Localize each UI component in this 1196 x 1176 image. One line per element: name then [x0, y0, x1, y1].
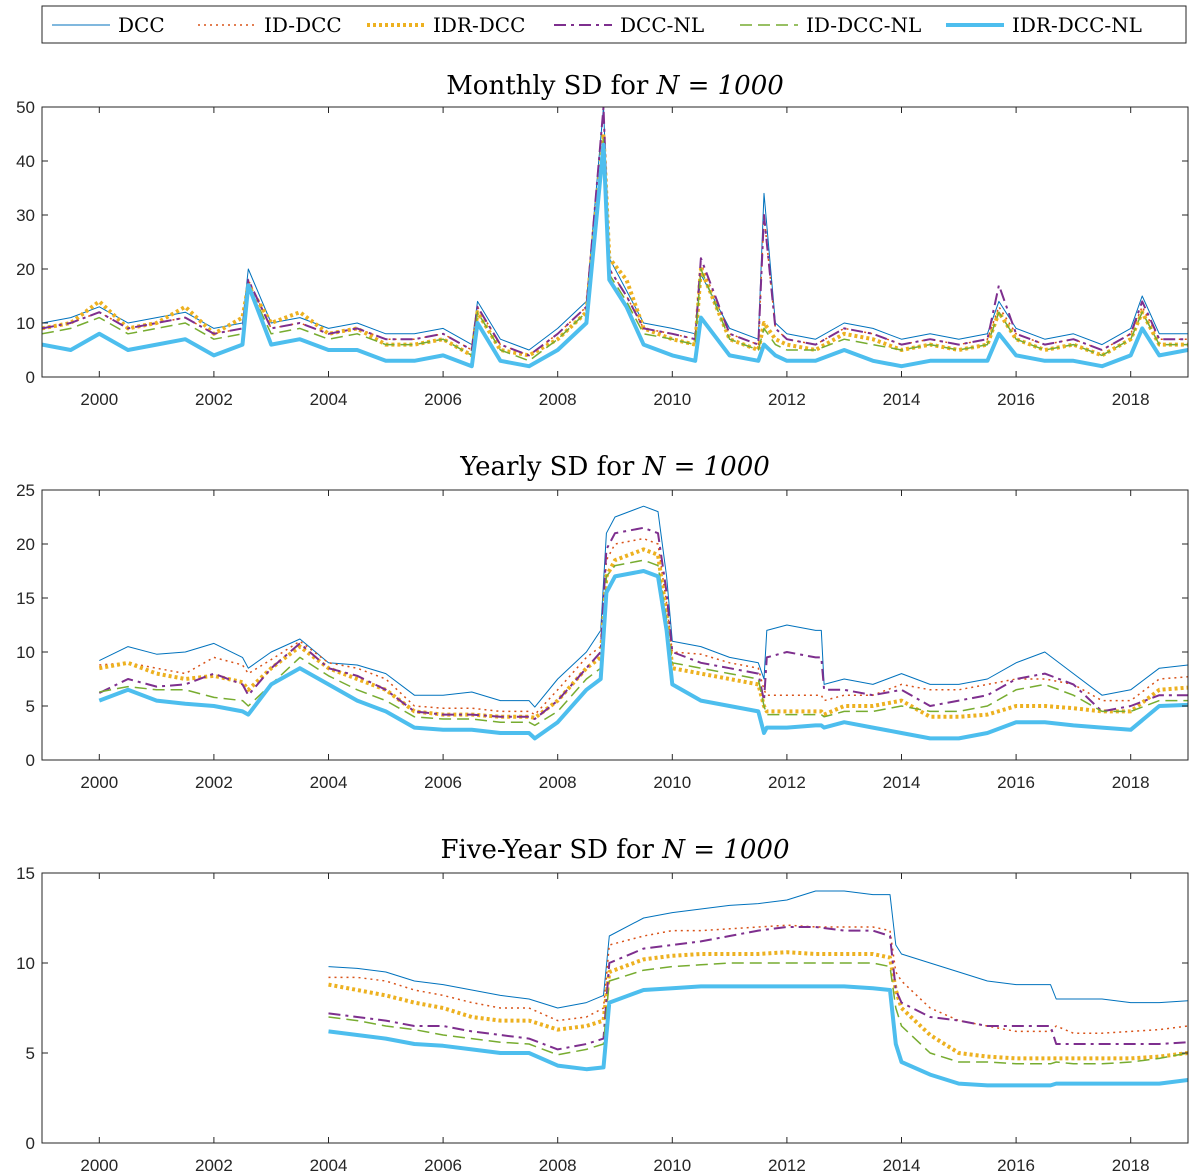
- x-tick-label: 2004: [310, 773, 348, 792]
- panel-yearly-sd: Yearly SD for N = 1000 0 5 10 15 20 25 2000 2002…: [16, 452, 1189, 792]
- panel-title-text: Five-Year SD for: [441, 835, 663, 865]
- panel-title: Five-Year SD for N = 1000: [441, 835, 790, 865]
- y-tick-label: 15: [16, 589, 35, 608]
- x-tick-label: 2002: [195, 773, 233, 792]
- series-line-id-dcc: [99, 537, 1188, 716]
- series-line-idr-dcc: [42, 132, 1188, 358]
- plot-frame: [41, 106, 1189, 378]
- series-line-dcc-nl: [42, 107, 1188, 357]
- series-line-id-dcc: [328, 924, 1188, 1034]
- panel-title-math: N = 1000: [642, 452, 770, 482]
- series-line-id-dcc: [42, 133, 1188, 357]
- x-tick-label: 2008: [539, 773, 577, 792]
- legend-label-dcc: DCC: [118, 13, 165, 37]
- x-tick-label: 2014: [883, 1156, 921, 1175]
- y-tick-label: 30: [16, 206, 35, 225]
- x-tick-label: 2004: [310, 390, 348, 409]
- panel-title: Monthly SD for N = 1000: [446, 71, 784, 101]
- x-tick-label: 2000: [80, 1156, 118, 1175]
- x-tick-label: 2018: [1112, 773, 1150, 792]
- panel-title-text: Monthly SD for: [446, 71, 656, 101]
- panel-title: Yearly SD for N = 1000: [459, 452, 770, 482]
- y-tick-label: 40: [16, 152, 35, 171]
- x-tick-label: 2016: [997, 773, 1035, 792]
- legend-label-idr-dcc: IDR-DCC: [433, 13, 525, 37]
- series-group: [42, 107, 1188, 369]
- series-line-idr-dcc: [328, 950, 1188, 1061]
- x-tick-label: 2004: [310, 1156, 348, 1175]
- series-line-idr-dcc-nl: [328, 984, 1188, 1088]
- y-tick-label: 10: [16, 954, 35, 973]
- panel-title-math: N = 1000: [656, 71, 784, 101]
- x-tick-label: 2008: [539, 390, 577, 409]
- series-line-dcc: [42, 107, 1188, 351]
- legend-label-id-dcc: ID-DCC: [264, 13, 342, 37]
- x-tick-label: 2008: [539, 1156, 577, 1175]
- series-group: [328, 890, 1188, 1088]
- y-tick-label: 10: [16, 643, 35, 662]
- series-line-dcc: [99, 505, 1188, 708]
- series-line-idr-dcc-nl: [42, 142, 1188, 369]
- legend-label-idr-dcc-nl: IDR-DCC-NL: [1012, 13, 1142, 37]
- series-line-idr-dcc: [98, 547, 1188, 720]
- panel-title-text: Yearly SD for: [459, 452, 642, 482]
- x-tick-label: 2012: [768, 773, 806, 792]
- y-tick-label: 20: [16, 260, 35, 279]
- x-tick-label: 2010: [653, 1156, 691, 1175]
- series-line-idr-dcc-nl: [98, 569, 1188, 741]
- panel-monthly-sd: Monthly SD for N = 1000 0 10 20 30 40 50 2000 20…: [16, 71, 1189, 409]
- y-tick-label: 15: [16, 864, 35, 883]
- series-line-id-dcc-nl: [99, 559, 1188, 727]
- panel-five-year-sd: Five-Year SD for N = 1000 0 5 10 15 2000 2002 2…: [16, 835, 1189, 1175]
- legend-label-id-dcc-nl: ID-DCC-NL: [806, 13, 921, 37]
- x-tick-label: 2000: [80, 390, 118, 409]
- y-tick-label: 5: [26, 697, 35, 716]
- x-tick-label: 2006: [424, 773, 462, 792]
- y-tick-label: 10: [16, 314, 35, 333]
- x-tick-label: 2002: [195, 390, 233, 409]
- series-line-dcc-nl: [328, 926, 1188, 1051]
- x-tick-label: 2012: [768, 1156, 806, 1175]
- y-tick-label: 0: [26, 1134, 35, 1153]
- x-tick-label: 2002: [195, 1156, 233, 1175]
- x-tick-label: 2014: [883, 773, 921, 792]
- x-tick-label: 2006: [424, 1156, 462, 1175]
- x-tick-label: 2000: [80, 773, 118, 792]
- series-line-id-dcc-nl: [328, 962, 1188, 1065]
- x-tick-label: 2016: [997, 390, 1035, 409]
- plot-frame: [41, 489, 1189, 761]
- legend-label-dcc-nl: DCC-NL: [620, 13, 704, 37]
- x-tick-label: 2012: [768, 390, 806, 409]
- x-tick-label: 2010: [653, 773, 691, 792]
- series-line-dcc-nl: [98, 526, 1188, 720]
- x-tick-label: 2014: [883, 390, 921, 409]
- y-tick-label: 20: [16, 535, 35, 554]
- legend: DCC ID-DCC IDR-DCC DCC-NL ID-DCC-NL IDR-DCC-N…: [41, 5, 1187, 44]
- y-tick-label: 25: [16, 481, 35, 500]
- x-tick-label: 2006: [424, 390, 462, 409]
- x-tick-label: 2016: [997, 1156, 1035, 1175]
- y-tick-label: 0: [26, 368, 35, 387]
- x-tick-label: 2018: [1112, 1156, 1150, 1175]
- series-line-dcc: [328, 890, 1188, 1009]
- plot-frame: [41, 872, 1189, 1144]
- x-tick-label: 2010: [653, 390, 691, 409]
- series-group: [98, 505, 1188, 741]
- x-tick-label: 2018: [1112, 390, 1150, 409]
- y-tick-label: 0: [26, 751, 35, 770]
- panel-title-math: N = 1000: [661, 835, 789, 865]
- y-tick-label: 5: [26, 1044, 35, 1063]
- y-tick-label: 50: [16, 98, 35, 117]
